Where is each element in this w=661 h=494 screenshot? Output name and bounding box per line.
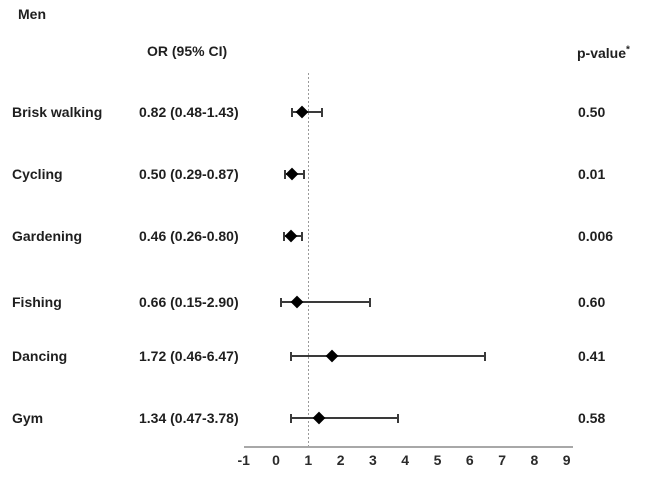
p-value: 0.01: [578, 166, 606, 182]
x-tick-label: 5: [433, 452, 442, 468]
ci-line: [291, 417, 399, 419]
x-axis-line: [244, 446, 573, 448]
p-value: 0.006: [578, 228, 614, 244]
ci-line: [290, 355, 485, 357]
or-marker: [325, 349, 338, 363]
or-ci-value: 0.50 (0.29-0.87): [139, 166, 239, 182]
p-value: 0.58: [578, 410, 606, 426]
x-tick-label: 1: [304, 452, 313, 468]
ci-cap-left: [290, 414, 293, 423]
row-label: Cycling: [12, 166, 63, 182]
ci-line: [280, 301, 370, 303]
x-tick-label: 3: [368, 452, 377, 468]
x-tick-label: 2: [336, 452, 345, 468]
ci-cap-right: [303, 170, 306, 179]
or-ci-value: 1.34 (0.47-3.78): [139, 410, 239, 426]
row-label: Dancing: [12, 348, 68, 364]
row-label: Fishing: [12, 294, 62, 310]
x-tick-label: -1: [237, 452, 250, 468]
ci-cap-left: [283, 232, 286, 241]
p-value-header-text: p-value: [577, 45, 627, 61]
p-value-header-asterisk: *: [626, 44, 630, 56]
figure-title: Men: [18, 6, 46, 22]
row-label: Gardening: [12, 228, 83, 244]
row-label: Brisk walking: [12, 104, 103, 120]
ci-cap-left: [289, 352, 292, 361]
or-marker: [312, 411, 326, 425]
row-label: Gym: [12, 410, 44, 426]
ci-cap-right: [368, 298, 371, 307]
or-marker: [285, 167, 299, 181]
p-value: 0.41: [578, 348, 606, 364]
or-marker: [290, 295, 304, 309]
ci-cap-left: [284, 170, 287, 179]
ci-cap-left: [279, 298, 282, 307]
x-tick-label: 6: [465, 452, 474, 468]
or-ci-value: 0.66 (0.15-2.90): [139, 294, 239, 310]
x-tick-label: 9: [562, 452, 571, 468]
or-ci-value: 1.72 (0.46-6.47): [139, 348, 239, 364]
reference-line: [307, 73, 309, 446]
or-ci-value: 0.82 (0.48-1.43): [139, 104, 239, 120]
p-value: 0.60: [578, 294, 606, 310]
x-tick-label: 4: [401, 452, 410, 468]
or-ci-value: 0.46 (0.26-0.80): [139, 228, 239, 244]
ci-cap-right: [321, 108, 324, 117]
ci-cap-left: [290, 108, 293, 117]
x-tick-label: 0: [272, 452, 280, 468]
x-tick-label: 8: [530, 452, 539, 468]
p-value-column-header: p-value*: [577, 44, 630, 61]
or-marker: [284, 229, 298, 243]
x-tick-label: 7: [498, 452, 506, 468]
p-value: 0.50: [578, 104, 606, 120]
ci-cap-right: [397, 414, 400, 423]
ci-cap-right: [483, 352, 486, 361]
ci-cap-right: [300, 232, 303, 241]
or-ci-column-header: OR (95% CI): [147, 43, 228, 59]
